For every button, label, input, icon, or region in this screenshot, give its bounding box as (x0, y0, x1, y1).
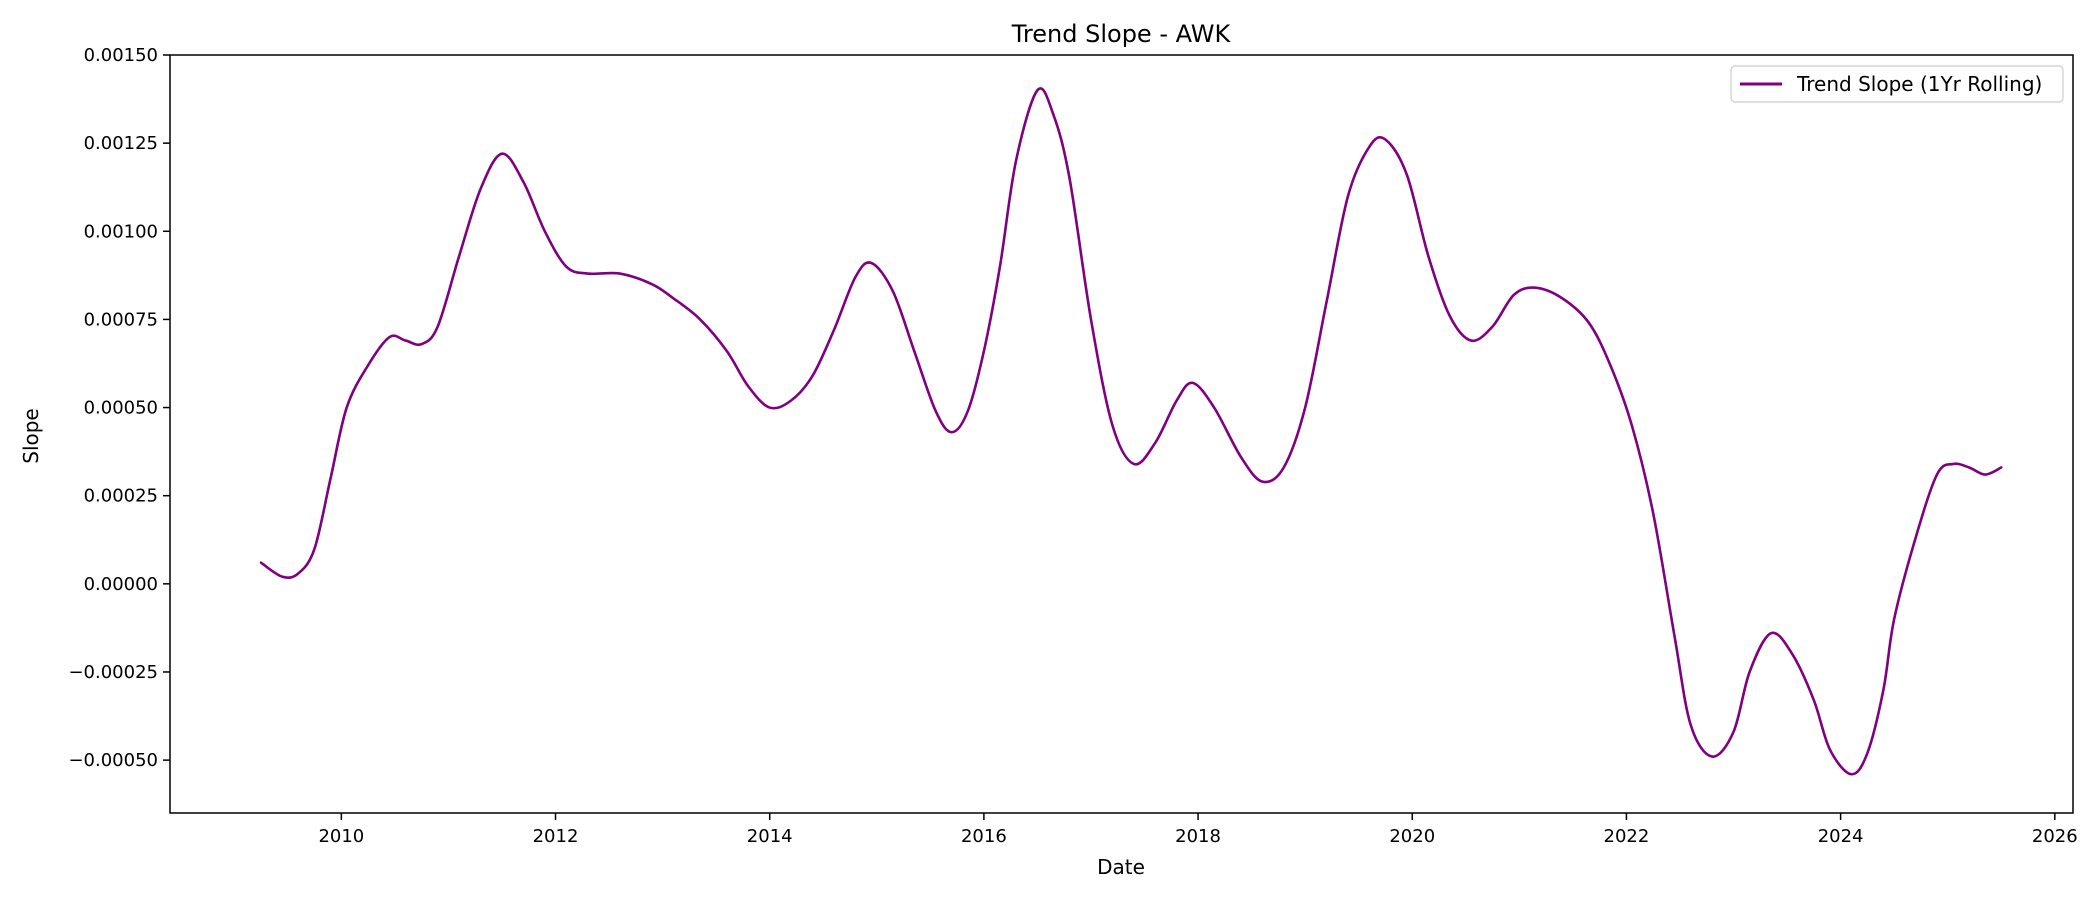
legend-box (1730, 65, 2064, 103)
series-layer (259, 87, 2003, 776)
legend-label: Trend Slope (1Yr Rolling) (1796, 72, 2042, 96)
y-axis-ticks: −0.00050 −0.00025 0.00000 0.00025 0.00050 0.0… (68, 45, 170, 771)
y-tick-label: 0.00050 (84, 398, 158, 419)
x-axis-ticks: 2010 2012 2014 2016 2018 2020 2022 2024 2026 (318, 813, 2078, 847)
x-tick-label: 2014 (747, 826, 793, 847)
y-tick-label: 0.00150 (84, 45, 158, 66)
x-tick-label: 2018 (1175, 826, 1221, 847)
y-tick-label: −0.00025 (68, 662, 158, 683)
legend: Trend Slope (1Yr Rolling) (1730, 65, 2064, 103)
x-axis-label: Date (1097, 855, 1145, 879)
y-tick-label: 0.00125 (84, 133, 158, 154)
x-tick-label: 2022 (1604, 826, 1650, 847)
y-tick-label: −0.00050 (68, 750, 158, 771)
y-tick-label: 0.00075 (84, 309, 158, 330)
y-tick-label: 0.00025 (84, 486, 158, 507)
y-tick-label: 0.00100 (84, 221, 158, 242)
x-tick-label: 2016 (961, 826, 1007, 847)
plot-area-frame (169, 54, 2074, 814)
x-tick-label: 2026 (2032, 826, 2078, 847)
x-tick-label: 2010 (318, 826, 364, 847)
chart-title: Trend Slope - AWK (1011, 20, 1232, 48)
y-axis-label: Slope (19, 408, 43, 464)
x-tick-label: 2020 (1389, 826, 1435, 847)
series-line-0 (259, 87, 2003, 776)
y-tick-label: 0.00000 (84, 574, 158, 595)
x-tick-label: 2012 (533, 826, 579, 847)
x-tick-label: 2024 (1818, 826, 1864, 847)
